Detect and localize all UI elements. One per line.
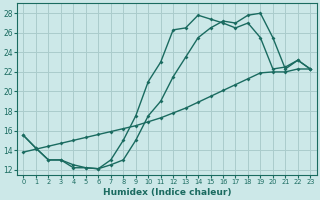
X-axis label: Humidex (Indice chaleur): Humidex (Indice chaleur) — [103, 188, 231, 197]
